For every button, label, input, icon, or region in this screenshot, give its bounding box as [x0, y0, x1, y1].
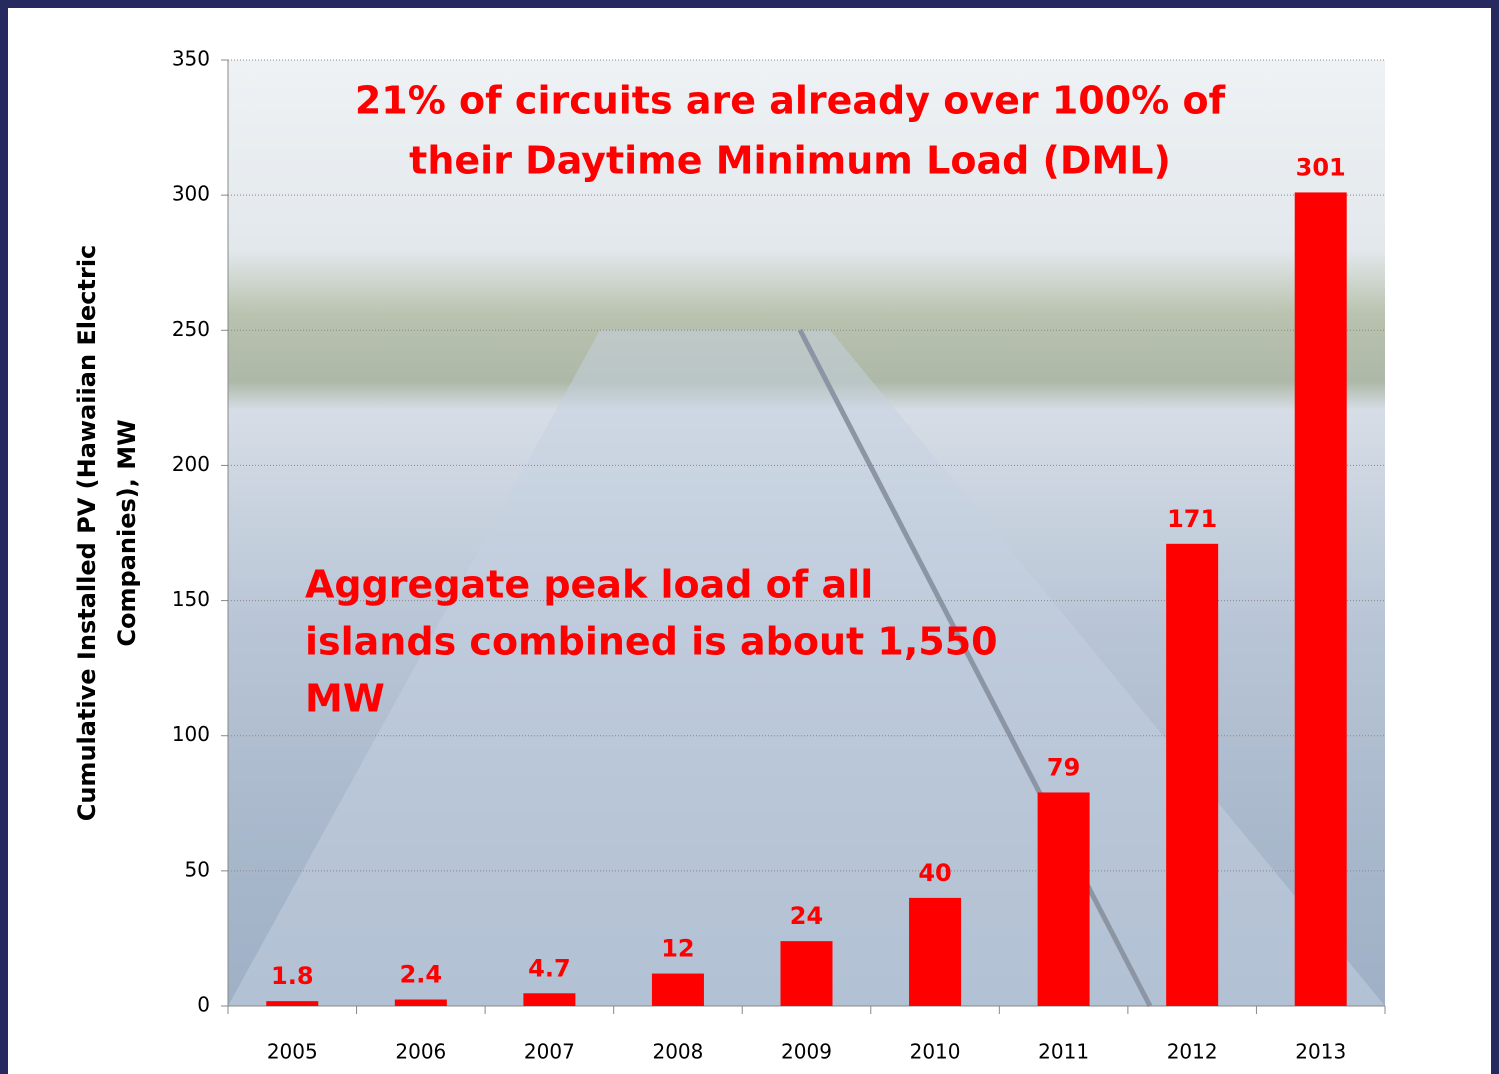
annotation: MW — [305, 677, 385, 721]
x-tick-label: 2013 — [1295, 1040, 1346, 1064]
bar — [780, 941, 833, 1006]
y-tick-label: 350 — [172, 47, 210, 71]
x-tick-label: 2007 — [524, 1040, 575, 1064]
bar — [909, 897, 962, 1006]
x-tick-label: 2008 — [652, 1040, 703, 1064]
bar — [523, 993, 576, 1006]
x-tick-label: 2010 — [910, 1040, 961, 1064]
annotation: 21% of circuits are already over 100% of — [355, 79, 1226, 123]
x-tick-label: 2006 — [395, 1040, 446, 1064]
y-tick-label: 50 — [185, 857, 210, 881]
x-tick-label: 2012 — [1167, 1040, 1218, 1064]
data-label: 79 — [1047, 753, 1080, 781]
y-axis-label: Companies), MW — [113, 419, 141, 646]
x-tick-label: 2009 — [781, 1040, 832, 1064]
annotation: islands combined is about 1,550 — [305, 620, 998, 664]
data-label: 12 — [661, 935, 694, 963]
y-tick-label: 0 — [197, 993, 210, 1017]
y-tick-label: 150 — [172, 587, 210, 611]
annotation: their Daytime Minimum Load (DML) — [409, 139, 1171, 183]
y-tick-label: 250 — [172, 317, 210, 341]
data-label: 24 — [790, 902, 823, 930]
y-tick-label: 200 — [172, 452, 210, 476]
panel-seam — [797, 328, 1153, 1008]
x-tick-label: 2011 — [1038, 1040, 1089, 1064]
bar — [1037, 792, 1090, 1006]
y-tick-label: 100 — [172, 722, 210, 746]
x-tick-label: 2005 — [267, 1040, 318, 1064]
bar — [1294, 192, 1347, 1006]
bar — [266, 1001, 319, 1006]
data-label: 171 — [1167, 505, 1217, 533]
data-label: 2.4 — [400, 961, 443, 989]
data-label: 4.7 — [528, 954, 571, 982]
data-label: 1.8 — [271, 962, 314, 990]
y-axis-label: Cumulative Installed PV (Hawaiian Electr… — [73, 245, 101, 822]
annotation: Aggregate peak load of all — [305, 563, 873, 607]
bar — [1166, 543, 1219, 1006]
panel-shape — [228, 330, 1385, 1006]
y-tick-label: 300 — [172, 182, 210, 206]
bar — [394, 999, 447, 1006]
bar — [651, 973, 704, 1006]
data-label: 301 — [1296, 153, 1346, 181]
data-label: 40 — [918, 859, 951, 887]
